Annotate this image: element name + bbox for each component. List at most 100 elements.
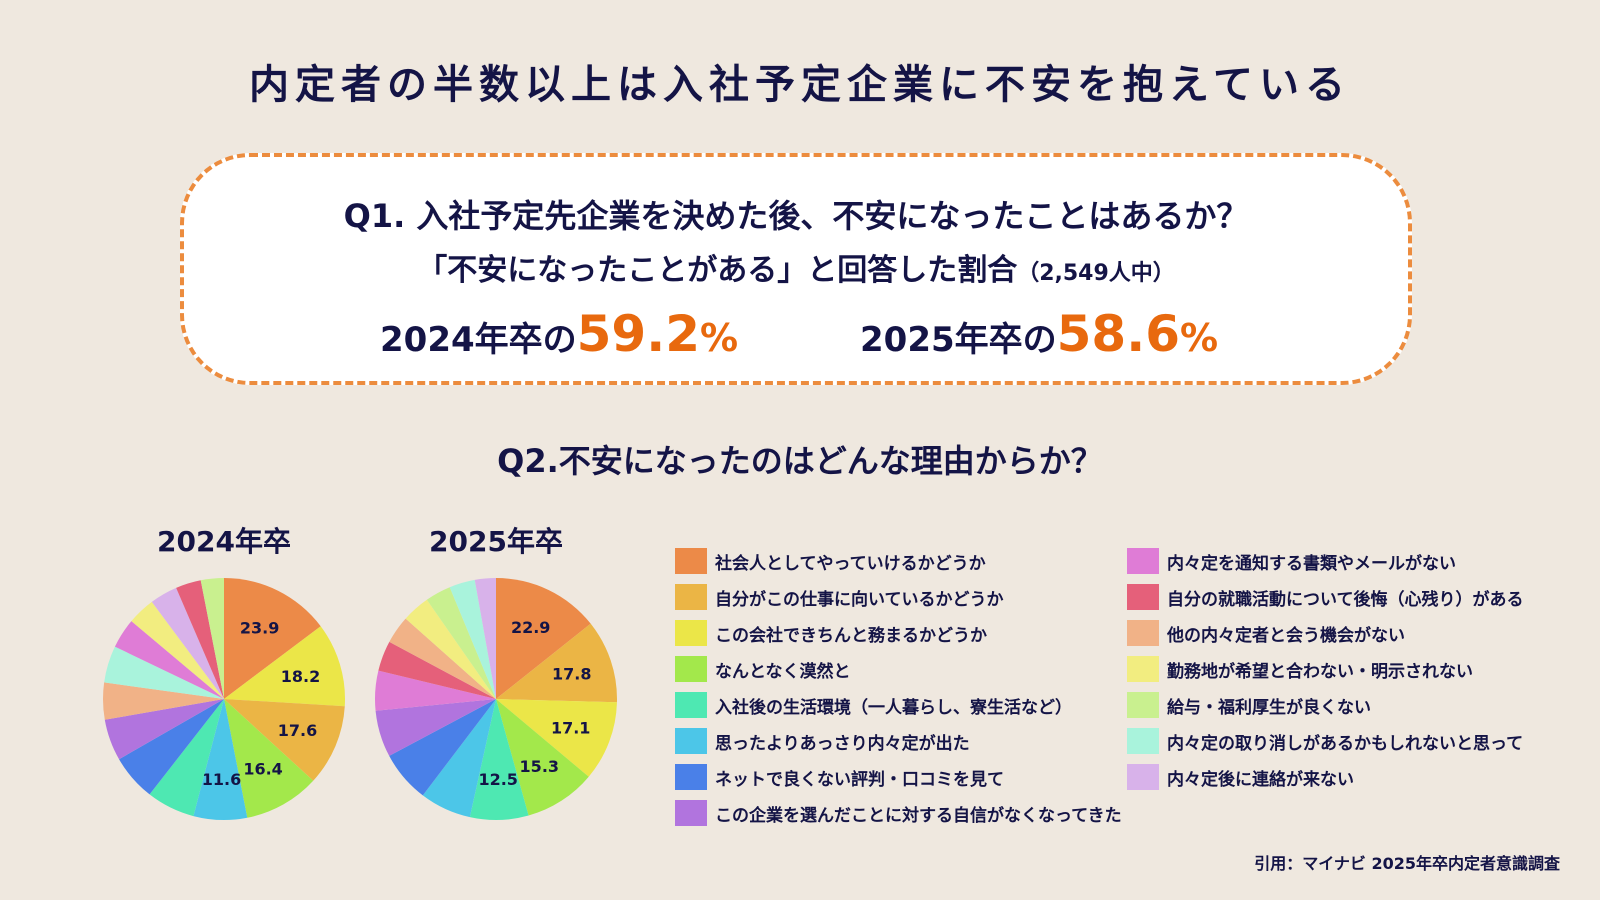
stat-2025-unit: % — [1180, 316, 1219, 360]
legend-swatch — [1127, 692, 1159, 718]
legend-swatch — [1127, 620, 1159, 646]
legend-item: 自分の就職活動について後悔（心残り）がある — [1127, 579, 1524, 615]
legend-label: なんとなく漠然と — [715, 661, 851, 682]
legend-swatch — [675, 800, 707, 826]
legend-item: 他の内々定者と会う機会がない — [1127, 615, 1524, 651]
pie-slice-label: 12.5 — [478, 770, 517, 789]
stat-2024: 2024年卒の59.2% — [380, 305, 738, 363]
pie-slice — [422, 699, 496, 818]
q1-box: Q1. 入社予定先企業を決めた後、不安になったことはあるか？ 「不安になったこと… — [180, 153, 1412, 385]
legend-swatch — [1127, 728, 1159, 754]
pie-slice — [405, 599, 496, 699]
legend-swatch — [1127, 548, 1159, 574]
legend-label: この企業を選んだことに対する自信がなくなってきた — [715, 805, 1122, 826]
pie-slice — [496, 623, 617, 703]
pie-slice-label: 16.4 — [243, 760, 282, 779]
pie-slice — [389, 699, 496, 796]
pie-slice — [224, 578, 321, 699]
pie-slice — [131, 601, 224, 699]
legend-item: 社会人としてやっていけるかどうか — [675, 543, 1122, 579]
source-citation: 引用：マイナビ 2025年卒内定者意識調査 — [1254, 854, 1560, 873]
legend-label: 内々定を通知する書類やメールがない — [1167, 553, 1456, 574]
pie-slice-label: 22.9 — [511, 618, 550, 637]
stat-2025: 2025年卒の58.6% — [860, 305, 1218, 363]
pie-slice — [224, 699, 345, 781]
pie-graphic-2025: 22.9 17.8 17.1 15.312.5 — [375, 578, 617, 820]
pie-slice — [496, 699, 617, 777]
pie-graphic-2024: 23.9 18.2 17.6 16.411.6 — [103, 578, 345, 820]
legend-swatch — [675, 656, 707, 682]
pie-slice — [193, 699, 248, 820]
legend-label: 勤務地が希望と合わない・明示されない — [1167, 661, 1473, 682]
pie-slice — [496, 578, 591, 699]
legend-swatch — [675, 620, 707, 646]
pie-slice — [200, 578, 224, 699]
stat-2024-value: 59.2 — [576, 305, 701, 363]
pie-slice — [496, 699, 589, 816]
pie-slice-label: 15.3 — [520, 757, 559, 776]
page-title: 内定者の半数以上は入社予定企業に不安を抱えている — [249, 62, 1351, 108]
pie-slice — [104, 646, 224, 699]
legend-left: 社会人としてやっていけるかどうか 自分がこの仕事に向いているかどうか この会社できち… — [675, 543, 1122, 831]
stat-2025-label: 2025年卒の — [860, 320, 1057, 360]
legend-label: 自分がこの仕事に向いているかどうか — [715, 589, 1004, 610]
legend-swatch — [675, 692, 707, 718]
legend-item: 勤務地が希望と合わない・明示されない — [1127, 651, 1524, 687]
pie-slice — [449, 579, 496, 699]
legend-label: 内々定の取り消しがあるかもしれないと思って — [1167, 733, 1524, 754]
legend-swatch — [675, 548, 707, 574]
legend-item: 給与・福利厚生が良くない — [1127, 687, 1524, 723]
pie-slice — [149, 699, 224, 817]
legend-item: 内々定を通知する書類やメールがない — [1127, 543, 1524, 579]
legend-item: ネットで良くない評判・口コミを見て — [675, 759, 1122, 795]
legend-swatch — [675, 728, 707, 754]
pie-slice — [114, 621, 224, 699]
legend-label: 他の内々定者と会う機会がない — [1167, 625, 1405, 646]
pie-slice — [224, 699, 314, 818]
legend-label: 自分の就職活動について後悔（心残り）がある — [1167, 589, 1524, 610]
q1-subtitle-note: （2,549人中） — [1017, 261, 1175, 286]
legend-right: 内々定を通知する書類やメールがない自分の就職活動について後悔（心残り）がある 他の… — [1127, 543, 1524, 795]
legend-item: 内々定の取り消しがあるかもしれないと思って — [1127, 723, 1524, 759]
pie-title-2025: 2025年卒 — [429, 525, 563, 558]
legend-label: この会社できちんと務まるかどうか — [715, 625, 987, 646]
stat-2024-label: 2024年卒の — [380, 320, 577, 360]
q2-question: Q2.不安になったのはどんな理由からか？ — [497, 442, 1103, 480]
pie-slice — [103, 682, 224, 720]
legend-item: 思ったよりあっさり内々定が出た — [675, 723, 1122, 759]
pie-slice-label: 11.6 — [202, 770, 241, 789]
q1-subtitle: 「不安になったことがある」と回答した割合（2,549人中） — [184, 245, 1408, 289]
pie-slice — [375, 670, 496, 711]
legend-label: 給与・福利厚生が良くない — [1167, 697, 1371, 718]
pie-title-2024: 2024年卒 — [157, 525, 291, 558]
stat-2024-unit: % — [700, 316, 739, 360]
legend-label: 内々定後に連絡が来ない — [1167, 769, 1354, 790]
pie-slice — [378, 641, 496, 699]
pie-slice — [469, 699, 529, 820]
pie-slice-label: 18.2 — [281, 667, 320, 686]
pie-slice — [474, 578, 496, 699]
legend-item: なんとなく漠然と — [675, 651, 1122, 687]
legend-swatch — [1127, 764, 1159, 790]
stat-2025-value: 58.6 — [1056, 305, 1181, 363]
legend-swatch — [1127, 656, 1159, 682]
legend-swatch — [675, 764, 707, 790]
legend-item: この企業を選んだことに対する自信がなくなってきた — [675, 795, 1122, 831]
q1-question: Q1. 入社予定先企業を決めた後、不安になったことはあるか？ — [343, 197, 1249, 235]
pie-slice — [375, 699, 496, 756]
legend-label: ネットで良くない評判・口コミを見て — [715, 769, 1004, 790]
legend-item: 内々定後に連絡が来ない — [1127, 759, 1524, 795]
pie-slice-label: 23.9 — [240, 619, 279, 638]
pie-slice — [151, 587, 224, 699]
pie-chart-2024: 2024年卒 23.9 18.2 17.6 16.4 11.6 — [99, 520, 349, 824]
pie-chart-2025: 2025年卒 22.9 17.8 17.1 15.3 12.5 — [371, 520, 621, 824]
legend-item: この会社できちんと務まるかどうか — [675, 615, 1122, 651]
pie-slice — [176, 580, 224, 699]
legend-swatch — [675, 584, 707, 610]
pie-slice-label: 17.6 — [278, 721, 317, 740]
legend-label: 社会人としてやっていけるかどうか — [715, 553, 986, 574]
pie-slice — [104, 699, 224, 760]
pie-slice — [224, 626, 345, 707]
legend-item: 入社後の生活環境（一人暮らし、寮生活など） — [675, 687, 1122, 723]
legend-swatch — [1127, 584, 1159, 610]
